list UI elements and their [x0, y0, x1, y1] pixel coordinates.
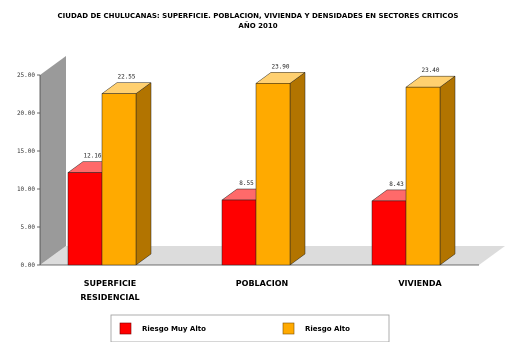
category-label: VIVIENDA: [398, 279, 442, 288]
bar-riesgo-muy-alto: [67, 172, 103, 266]
y-tick-label: 25.00: [17, 72, 35, 79]
bar-riesgo-muy-alto: [371, 200, 407, 266]
legend-swatch-riesgo-alto: [282, 322, 295, 335]
bar-riesgo-muy-alto: [221, 199, 257, 266]
bar-value-label: 23.90: [271, 63, 289, 70]
bar-side-riesgo-alto: [135, 82, 152, 266]
category-label: SUPERFICIE: [84, 279, 137, 288]
bar-value-label: 8.43: [389, 181, 404, 188]
y-tick-label: 15.00: [17, 148, 35, 155]
back-wall: [40, 56, 66, 265]
bar-value-label: 22.55: [117, 74, 135, 81]
bar-riesgo-alto: [101, 93, 137, 266]
category-label: RESIDENCIAL: [80, 293, 139, 302]
chart-title-line-1: CIUDAD DE CHULUCANAS: SUPERFICIE. POBLAC…: [58, 12, 459, 20]
bar-riesgo-alto: [255, 83, 291, 266]
y-tick-label: 0.00: [21, 262, 36, 269]
y-tick-label: 5.00: [21, 224, 36, 231]
legend-label-riesgo-alto: Riesgo Alto: [305, 325, 350, 333]
y-tick-label: 20.00: [17, 110, 35, 117]
legend-label-riesgo-muy-alto: Riesgo Muy Alto: [142, 325, 206, 333]
bar-side-riesgo-alto: [289, 71, 306, 266]
bar-value-label: 8.55: [239, 180, 254, 187]
bar-value-label: 23.40: [421, 67, 439, 74]
bar-side-riesgo-alto: [439, 75, 456, 266]
bar-value-label: 12.16: [83, 153, 101, 160]
category-label: POBLACION: [236, 279, 288, 288]
bar-riesgo-alto: [405, 86, 441, 266]
y-tick-label: 10.00: [17, 186, 35, 193]
legend-swatch-riesgo-muy-alto: [119, 322, 132, 335]
legend-box: [110, 314, 390, 342]
chart-title-line-2: AÑO 2010: [238, 21, 277, 30]
